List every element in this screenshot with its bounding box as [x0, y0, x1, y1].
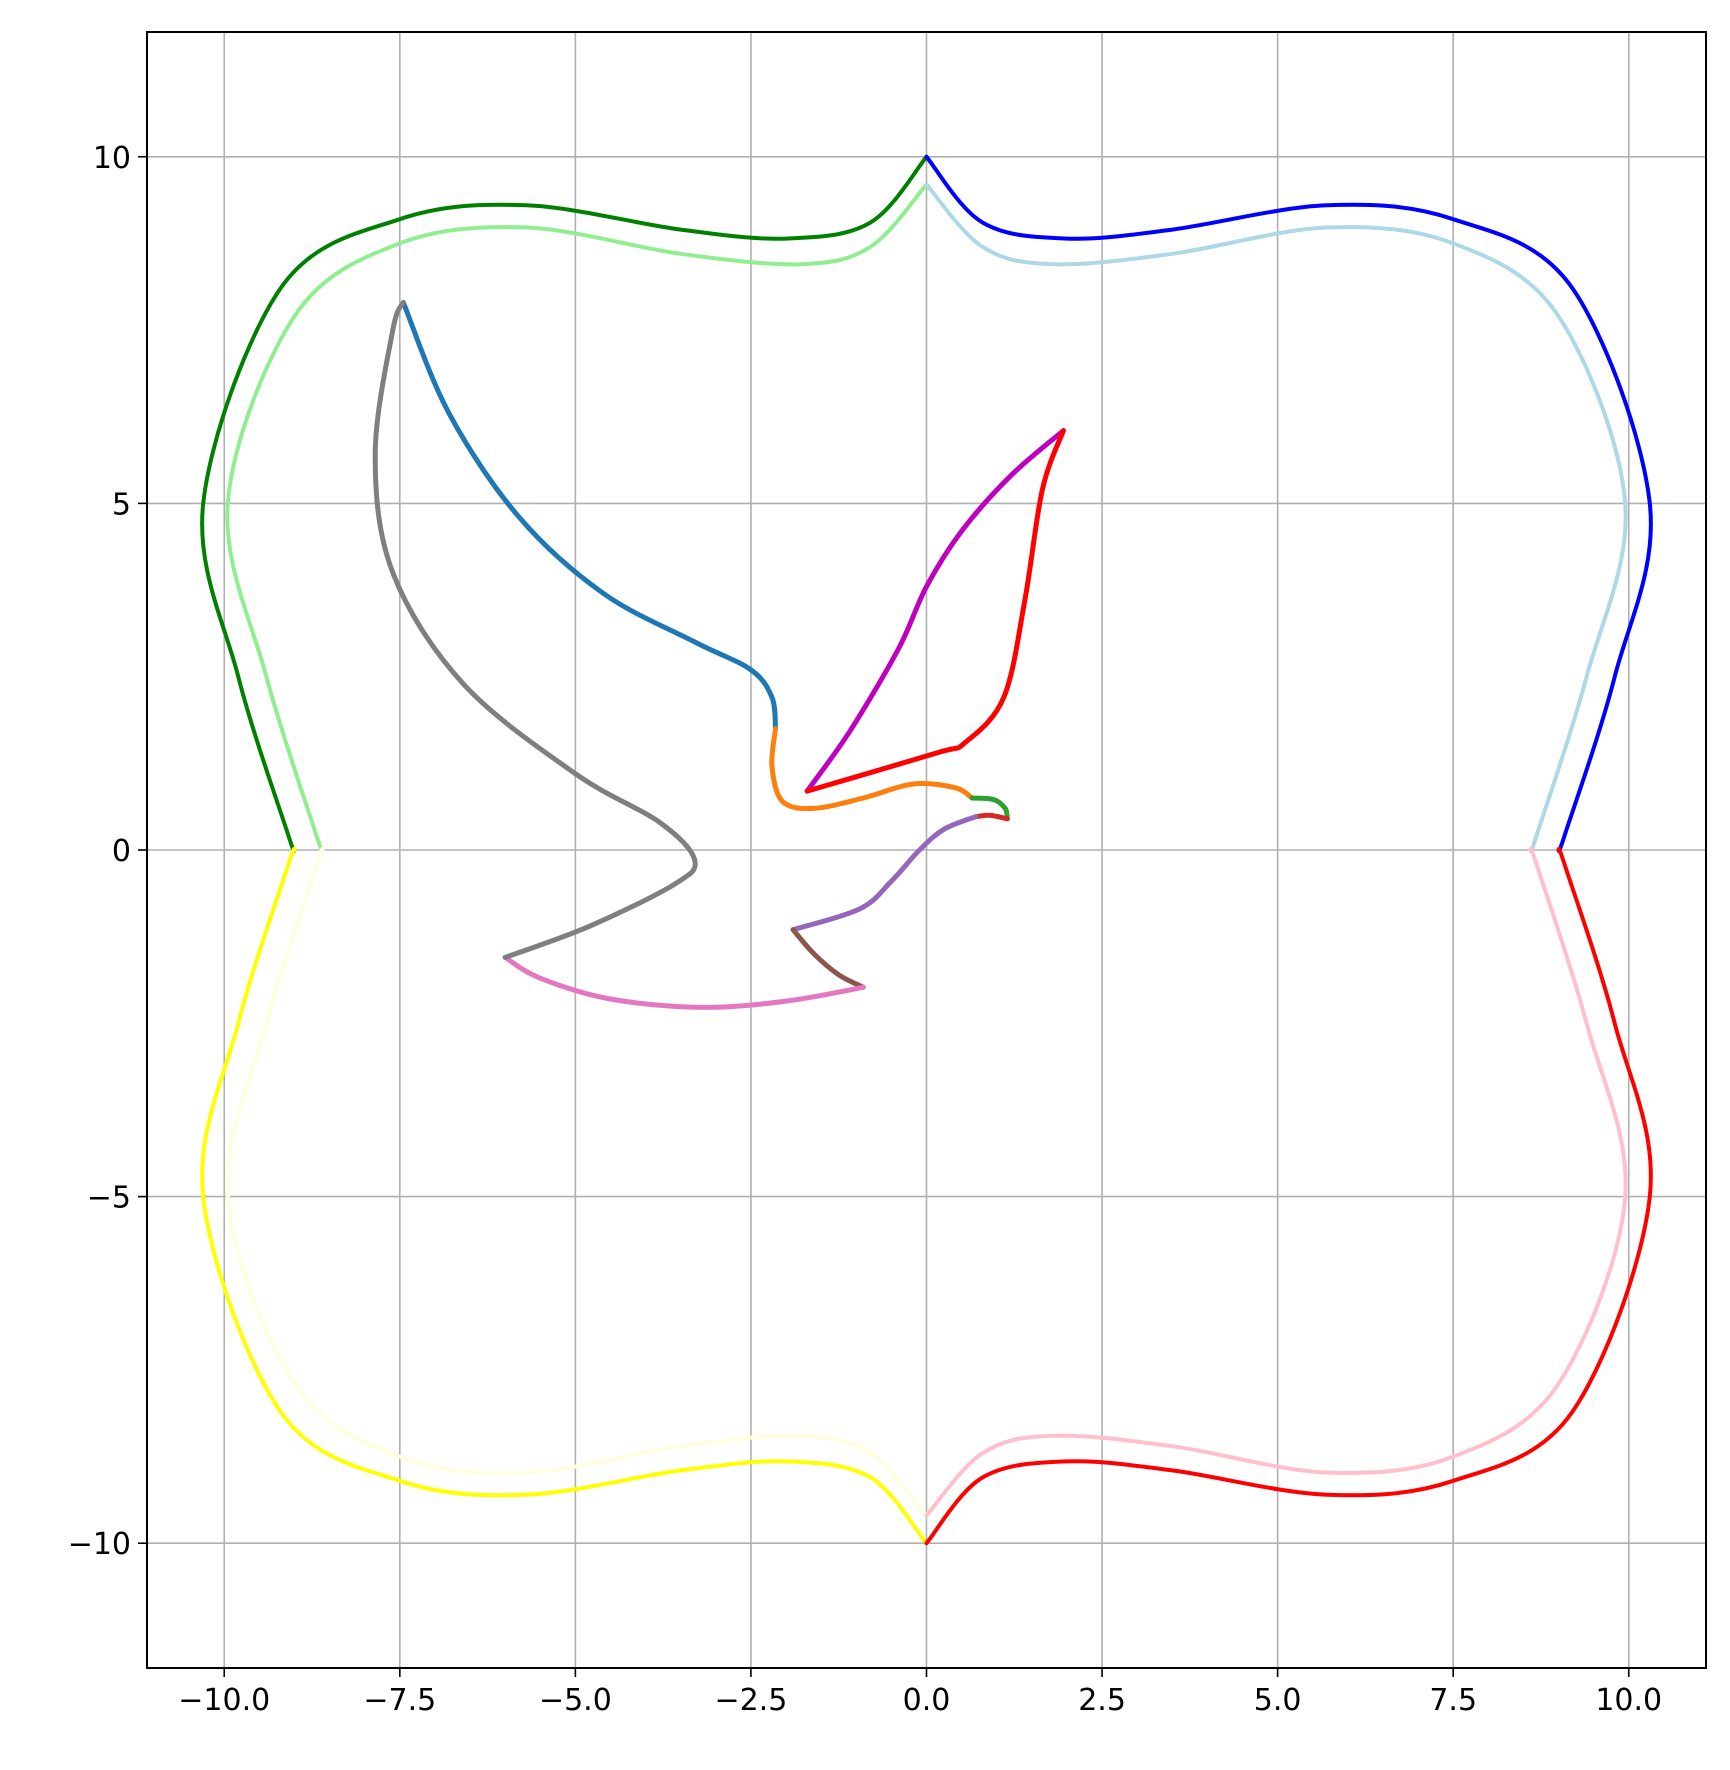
x-tick-label: −5.0 [539, 1683, 612, 1718]
series-line-8 [924, 846, 1628, 1518]
tick-labels: −10.0 −7.5 −5.0 −2.5 0.0 2.5 5.0 7.5 10.0 10 5 0 −5 −… [68, 141, 1662, 1718]
y-tick-label: 10 [93, 141, 131, 176]
series-line-2 [924, 154, 1653, 854]
x-tick-label: 0.0 [903, 1683, 951, 1718]
series-line-9 [400, 299, 778, 732]
series-line-13 [790, 814, 979, 933]
x-tick-label: −2.5 [715, 1683, 788, 1718]
series-line-16 [372, 299, 698, 960]
x-tick-label: −7.5 [363, 1683, 436, 1718]
y-tick-label: 0 [112, 834, 131, 869]
series-line-15 [502, 954, 866, 1010]
tick-marks [138, 155, 1630, 1677]
series-line-17 [804, 428, 1066, 794]
grid [147, 32, 1706, 1668]
series-line-1 [200, 154, 929, 854]
x-tick-label: 5.0 [1254, 1683, 1302, 1718]
series-line-18 [804, 428, 1066, 794]
x-tick-label: 2.5 [1078, 1683, 1126, 1718]
x-tick-label: 10.0 [1595, 1683, 1662, 1718]
y-tick-label: −10 [68, 1527, 131, 1562]
series-line-12 [973, 812, 1010, 822]
y-tick-label: −5 [87, 1181, 131, 1216]
series-line-5 [225, 182, 929, 854]
x-tick-label: 7.5 [1429, 1683, 1477, 1718]
series-line-10 [769, 726, 975, 812]
series-line-4 [924, 846, 1653, 1546]
series-line-3 [200, 846, 929, 1546]
x-tick-label: −10.0 [178, 1683, 270, 1718]
series-line-14 [790, 927, 866, 990]
y-tick-label: 5 [112, 487, 131, 522]
series-layer [200, 154, 1653, 1546]
series-line-6 [924, 182, 1628, 854]
series-line-7 [225, 846, 929, 1518]
series-line-11 [969, 795, 1010, 822]
